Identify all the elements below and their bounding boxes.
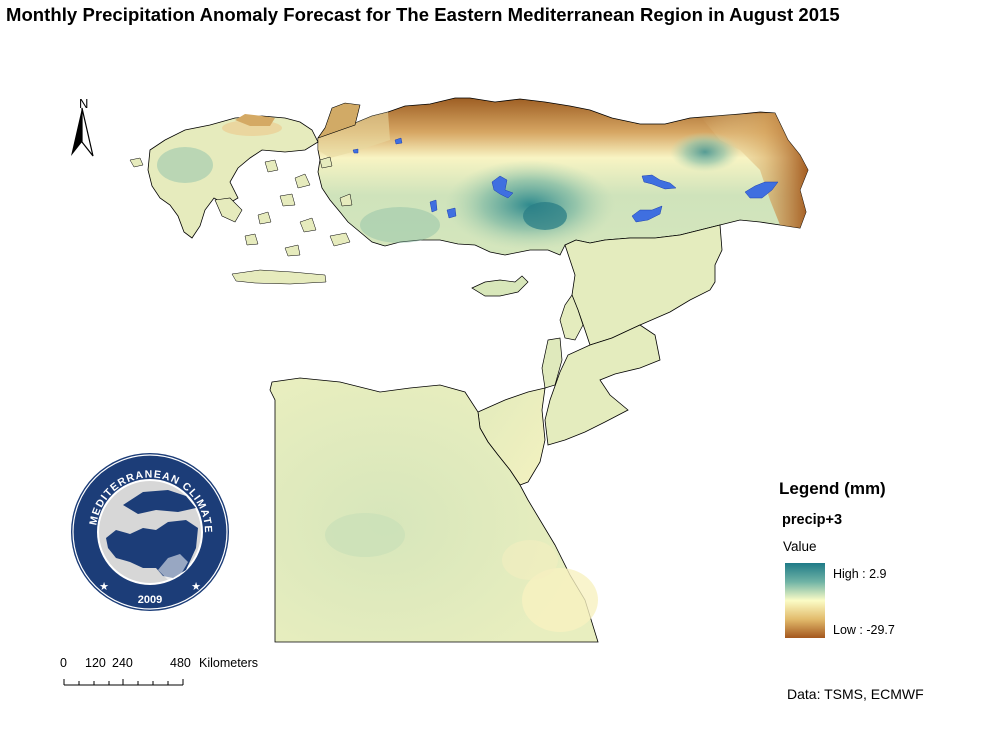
legend-low-label: Low : -29.7 — [833, 623, 895, 637]
turkey-region — [317, 97, 809, 256]
scale-tick-0: 0 — [60, 656, 67, 670]
scale-tick-480: 480 — [170, 656, 191, 670]
lakes — [352, 137, 779, 223]
map-title: Monthly Precipitation Anomaly Forecast f… — [6, 4, 840, 25]
logo-star-icon: ★ — [99, 581, 109, 593]
cyprus-region — [471, 275, 529, 297]
aegean-islands — [231, 156, 353, 285]
scale-tick-240: 240 — [112, 656, 133, 670]
logo-year: 2009 — [138, 594, 162, 606]
scale-unit: Kilometers — [199, 656, 259, 670]
greece-region — [129, 114, 319, 239]
legend-high-label: High : 2.9 — [833, 567, 887, 581]
egypt-region — [269, 377, 599, 643]
emcc-logo: EASTERN MEDITERRANEAN CLIMATE CENTRE 200… — [68, 450, 229, 611]
data-credit: Data: TSMS, ECMWF — [787, 686, 924, 702]
legend-field-name: Value — [783, 539, 817, 554]
legend-title: Legend (mm) — [779, 479, 886, 498]
north-arrow-icon — [71, 107, 94, 157]
legend-color-ramp — [785, 563, 825, 638]
legend-layer-name: precip+3 — [782, 512, 843, 528]
scale-tick-120: 120 — [85, 656, 106, 670]
north-letter: N — [79, 96, 89, 111]
logo-star-icon: ★ — [191, 581, 201, 593]
levant-region — [541, 224, 723, 446]
scale-bar — [63, 679, 184, 686]
